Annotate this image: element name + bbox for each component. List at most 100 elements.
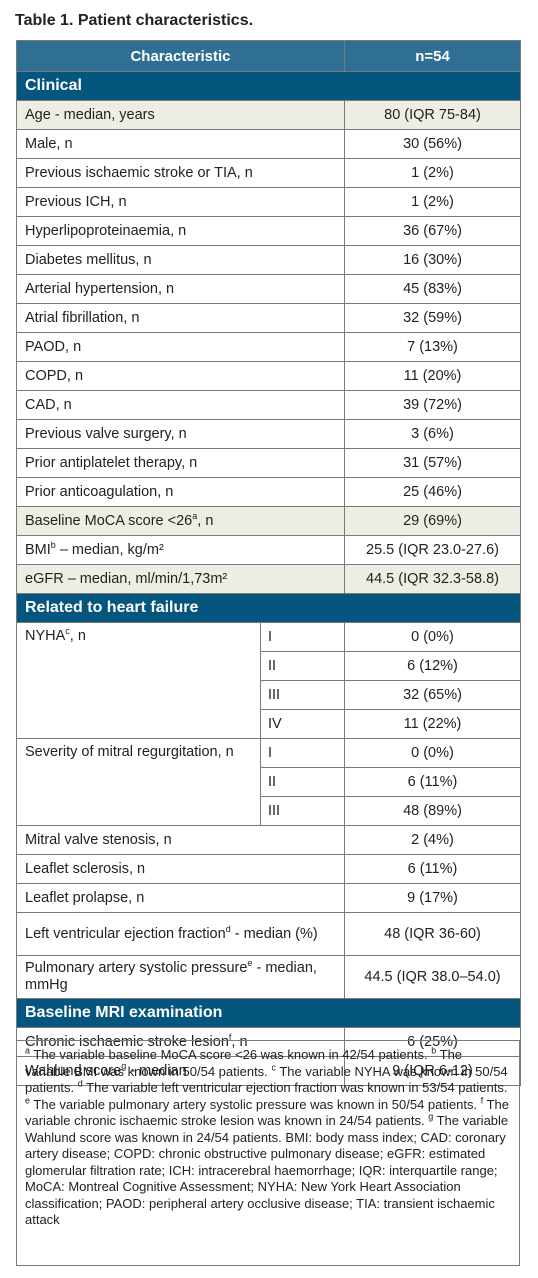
- row-label: COPD, n: [16, 361, 345, 391]
- table-row: eGFR – median, ml/min/1,73m² 44.5 (IQR 32…: [16, 564, 521, 594]
- row-label: Leaflet sclerosis, n: [16, 854, 345, 884]
- header-n: n=54: [344, 40, 521, 72]
- section-heart-failure: Related to heart failure: [16, 593, 521, 623]
- row-label: Atrial fibrillation, n: [16, 303, 345, 333]
- row-value: 25.5 (IQR 23.0-27.6): [344, 535, 521, 565]
- row-value: 29 (69%): [344, 506, 521, 536]
- section-title: Clinical: [16, 71, 521, 101]
- row-value: 44.5 (IQR 32.3-58.8): [344, 564, 521, 594]
- mitral-value: 0 (0%): [344, 738, 521, 768]
- mitral-level: III: [260, 796, 345, 826]
- row-label: Pulmonary artery systolic pressuree - me…: [16, 955, 345, 999]
- row-value: 45 (83%): [344, 274, 521, 304]
- mitral-value: 6 (11%): [344, 767, 521, 797]
- table-row: BMIb – median, kg/m² 25.5 (IQR 23.0-27.6): [16, 535, 521, 565]
- row-label: Leaflet prolapse, n: [16, 883, 345, 913]
- table-header-row: Characteristic n=54: [16, 40, 521, 72]
- table-row: NYHAc, n I 0 (0%): [16, 622, 521, 739]
- footnote-f: The variable chronic ischaemic stroke le…: [25, 1096, 509, 1129]
- abbreviations: BMI: body mass index; CAD: coronary arte…: [25, 1129, 506, 1228]
- row-value: 2 (4%): [344, 825, 521, 855]
- row-label: BMIb – median, kg/m²: [16, 535, 345, 565]
- row-label: Prior anticoagulation, n: [16, 477, 345, 507]
- row-value: 1 (2%): [344, 158, 521, 188]
- section-title: Baseline MRI examination: [16, 998, 521, 1028]
- table-row: COPD, n 11 (20%): [16, 361, 521, 391]
- row-value: 1 (2%): [344, 187, 521, 217]
- footnote-g: The variable Wahlund score was known in …: [25, 1113, 509, 1145]
- table-row: Pulmonary artery systolic pressuree - me…: [16, 955, 521, 999]
- row-label: Chronic ischaemic stroke lesionf, n: [16, 1027, 345, 1057]
- table-row: IV 11 (22%): [17, 709, 521, 739]
- row-label: Age - median, years: [16, 100, 345, 130]
- row-label: Arterial hypertension, n: [16, 274, 345, 304]
- row-value: 31 (57%): [344, 448, 521, 478]
- mitral-label: Severity of mitral regurgitation, n: [16, 738, 261, 826]
- table-row: Arterial hypertension, n 45 (83%): [16, 274, 521, 304]
- row-value: 9 (IQR 6-12): [344, 1056, 521, 1086]
- row-label: Baseline MoCA score <26a, n: [16, 506, 345, 536]
- table-row: Age - median, years 80 (IQR 75-84): [16, 100, 521, 130]
- nyha-label: NYHAc, n: [16, 622, 261, 739]
- mitral-value: 48 (89%): [344, 796, 521, 826]
- row-value: 9 (17%): [344, 883, 521, 913]
- nyha-level: IV: [260, 709, 345, 739]
- table-row: Left ventricular ejection fractiond - me…: [16, 912, 521, 956]
- table-row: Prior antiplatelet therapy, n 31 (57%): [16, 448, 521, 478]
- nyha-value: 6 (12%): [344, 651, 521, 681]
- row-value: 6 (11%): [344, 854, 521, 884]
- section-mri: Baseline MRI examination: [16, 998, 521, 1028]
- row-label: Male, n: [16, 129, 345, 159]
- patient-characteristics-table: Characteristic n=54 Clinical Age - media…: [16, 40, 521, 1086]
- header-characteristic: Characteristic: [16, 40, 345, 72]
- nyha-value: 0 (0%): [344, 622, 521, 652]
- mitral-level: II: [260, 767, 345, 797]
- table-row: III 48 (89%): [17, 796, 521, 826]
- section-title: Related to heart failure: [16, 593, 521, 623]
- table-row: Male, n 30 (56%): [16, 129, 521, 159]
- row-label: Mitral valve stenosis, n: [16, 825, 345, 855]
- table-row: Prior anticoagulation, n 25 (46%): [16, 477, 521, 507]
- row-label: PAOD, n: [16, 332, 345, 362]
- table-row: CAD, n 39 (72%): [16, 390, 521, 420]
- row-value: 25 (46%): [344, 477, 521, 507]
- table-row: II 6 (11%): [17, 767, 521, 797]
- row-value: 36 (67%): [344, 216, 521, 246]
- table-row: Hyperlipoproteinaemia, n 36 (67%): [16, 216, 521, 246]
- nyha-value: 32 (65%): [344, 680, 521, 710]
- nyha-level: II: [260, 651, 345, 681]
- section-clinical: Clinical: [16, 71, 521, 101]
- row-label: Prior antiplatelet therapy, n: [16, 448, 345, 478]
- row-label: Left ventricular ejection fractiond - me…: [16, 912, 345, 956]
- table-footnotes: a The variable baseline MoCA score <26 w…: [16, 1040, 520, 1266]
- row-value: 7 (13%): [344, 332, 521, 362]
- row-label: eGFR – median, ml/min/1,73m²: [16, 564, 345, 594]
- table-row: Wahlund scoreg - median 9 (IQR 6-12): [16, 1056, 521, 1086]
- mitral-level: I: [260, 738, 345, 768]
- row-value: 30 (56%): [344, 129, 521, 159]
- row-label: Diabetes mellitus, n: [16, 245, 345, 275]
- table-row: Atrial fibrillation, n 32 (59%): [16, 303, 521, 333]
- footnote-b: The variable BMI was known in 50/54 pati…: [25, 1047, 463, 1079]
- row-value: 16 (30%): [344, 245, 521, 275]
- nyha-level: I: [260, 622, 345, 652]
- table-row: Diabetes mellitus, n 16 (30%): [16, 245, 521, 275]
- row-label: Hyperlipoproteinaemia, n: [16, 216, 345, 246]
- row-value: 48 (IQR 36-60): [344, 912, 521, 956]
- row-value: 32 (59%): [344, 303, 521, 333]
- row-value: 11 (20%): [344, 361, 521, 391]
- row-value: 44.5 (IQR 38.0–54.0): [344, 955, 521, 999]
- nyha-level: III: [260, 680, 345, 710]
- table-row: Severity of mitral regurgitation, n I 0 …: [16, 738, 521, 826]
- row-label: CAD, n: [16, 390, 345, 420]
- row-label: Previous valve surgery, n: [16, 419, 345, 449]
- row-value: 3 (6%): [344, 419, 521, 449]
- nyha-value: 11 (22%): [344, 709, 521, 739]
- footnote-e: The variable pulmonary artery systolic p…: [30, 1096, 478, 1112]
